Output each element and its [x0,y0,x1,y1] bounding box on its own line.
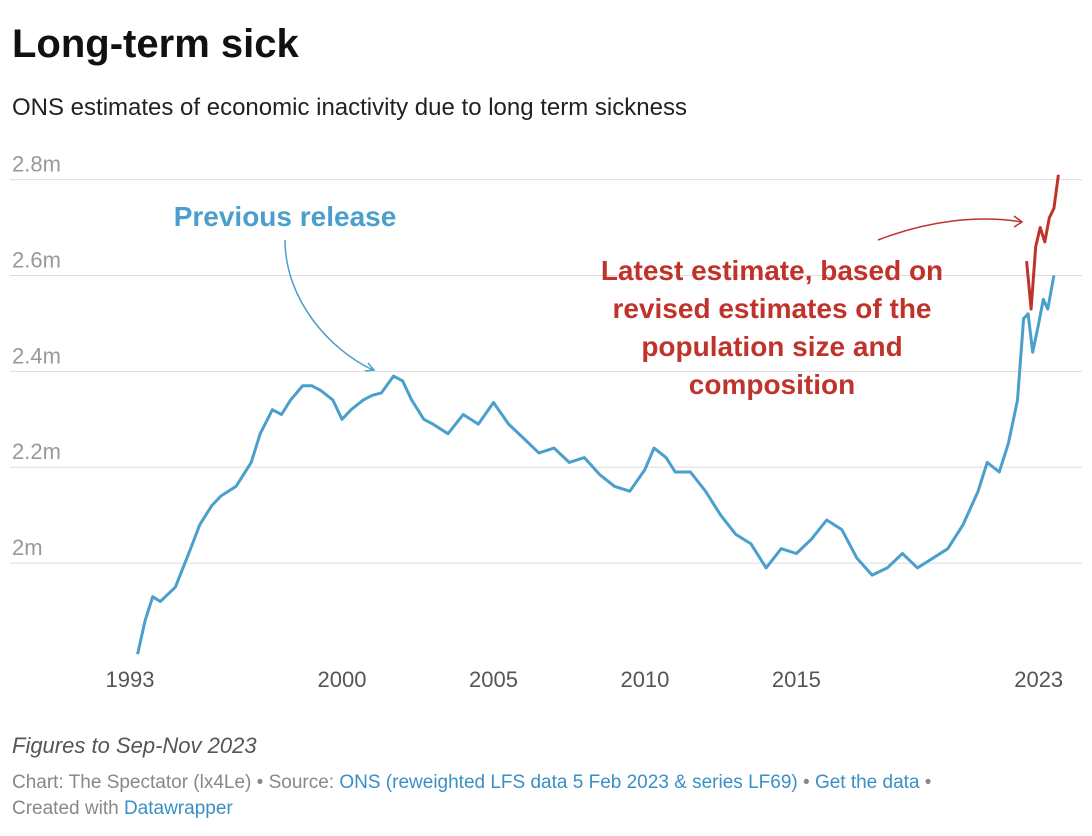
separator: • [803,772,810,793]
arrow-head [364,362,376,372]
notes: Figures to Sep-Nov 2023 [12,733,257,758]
x-tick-label: 2010 [620,667,669,692]
x-tick-label: 2023 [1014,667,1063,692]
annotation: Latest estimate, based on [601,255,943,286]
lines [136,174,1060,655]
source-link[interactable]: ONS (reweighted LFS data 5 Feb 2023 & se… [339,772,798,793]
separator: • [256,772,264,793]
y-tick-label: 2.2m [12,439,61,464]
x-tick-label: 2015 [772,667,821,692]
created-with: Created with [12,798,119,819]
grid: 2m 2.2m 2.4m 2.6m 2.8m 1993 2000 2005 2010 2015 20… [10,152,1082,692]
arrow-head [1013,215,1024,228]
annotation: revised estimates of the [612,293,931,324]
data-link[interactable]: Get the data [814,772,920,793]
source-label: Source: [268,772,335,793]
line [136,275,1056,655]
chart-title: Long-term sick [12,22,299,66]
y-tick-label: 2.8m [12,152,61,177]
x-tick-label: 1993 [106,667,155,692]
line [1025,174,1060,311]
chart-subtitle: ONS estimates of economic inactivity due… [12,94,687,121]
y-tick-label: 2m [12,535,43,560]
annotation: population size and [641,331,902,362]
y-tick-label: 2.6m [12,247,61,272]
x-tick-label: 2005 [469,667,518,692]
credit: Chart: The Spectator (lx4Le) [12,772,252,793]
tool-link[interactable]: Datawrapper [123,798,233,819]
footer: Chart: The Spectator (lx4Le) • Source: O… [12,770,1082,822]
arrow [877,218,1023,241]
x-tick-label: 2000 [318,667,367,692]
annotation: Previous release [174,201,397,232]
separator: • [924,772,932,793]
arrow [284,239,374,371]
y-tick-label: 2.4m [12,343,61,368]
annotation: composition [689,369,855,400]
